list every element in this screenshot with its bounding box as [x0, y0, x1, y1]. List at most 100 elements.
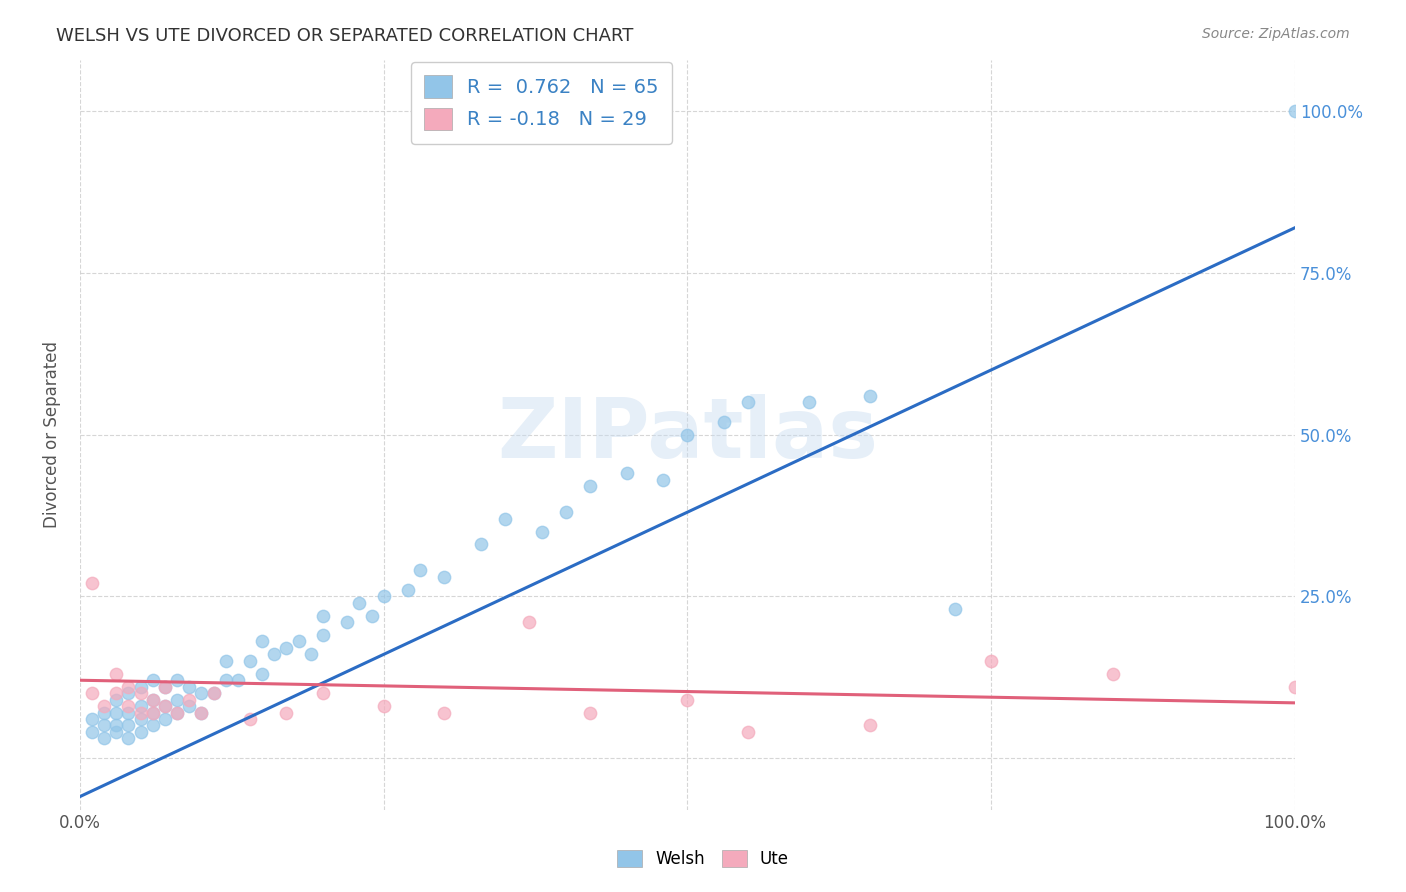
Point	[433, 570, 456, 584]
Point	[713, 415, 735, 429]
Point	[202, 686, 225, 700]
Legend: Welsh, Ute: Welsh, Ute	[610, 843, 796, 875]
Point	[179, 680, 201, 694]
Point	[129, 712, 152, 726]
Point	[312, 628, 335, 642]
Point	[287, 634, 309, 648]
Legend: R =  0.762   N = 65, R = -0.18   N = 29: R = 0.762 N = 65, R = -0.18 N = 29	[411, 62, 672, 144]
Point	[859, 718, 882, 732]
Point	[276, 706, 298, 720]
Text: Source: ZipAtlas.com: Source: ZipAtlas.com	[1202, 27, 1350, 41]
Point	[129, 706, 152, 720]
Point	[737, 395, 759, 409]
Point	[980, 654, 1002, 668]
Point	[652, 473, 675, 487]
Point	[859, 389, 882, 403]
Point	[250, 634, 273, 648]
Point	[80, 686, 103, 700]
Point	[215, 673, 238, 688]
Point	[105, 718, 128, 732]
Point	[299, 648, 322, 662]
Point	[80, 725, 103, 739]
Point	[579, 706, 602, 720]
Point	[179, 699, 201, 714]
Point	[494, 511, 516, 525]
Point	[433, 706, 456, 720]
Point	[166, 673, 188, 688]
Point	[93, 718, 115, 732]
Point	[80, 712, 103, 726]
Point	[166, 692, 188, 706]
Point	[616, 467, 638, 481]
Point	[579, 479, 602, 493]
Y-axis label: Divorced or Separated: Divorced or Separated	[44, 341, 60, 528]
Point	[117, 706, 139, 720]
Point	[142, 706, 165, 720]
Point	[797, 395, 820, 409]
Point	[943, 602, 966, 616]
Point	[153, 680, 176, 694]
Point	[409, 563, 432, 577]
Point	[190, 706, 212, 720]
Point	[470, 537, 492, 551]
Point	[1284, 104, 1306, 119]
Point	[153, 699, 176, 714]
Point	[166, 706, 188, 720]
Point	[1101, 666, 1123, 681]
Point	[215, 654, 238, 668]
Point	[190, 686, 212, 700]
Text: WELSH VS UTE DIVORCED OR SEPARATED CORRELATION CHART: WELSH VS UTE DIVORCED OR SEPARATED CORRE…	[56, 27, 634, 45]
Point	[312, 686, 335, 700]
Point	[555, 505, 578, 519]
Point	[349, 596, 371, 610]
Text: ZIPatlas: ZIPatlas	[496, 394, 877, 475]
Point	[166, 706, 188, 720]
Point	[80, 576, 103, 591]
Point	[142, 673, 165, 688]
Point	[129, 686, 152, 700]
Point	[153, 680, 176, 694]
Point	[336, 615, 359, 629]
Point	[239, 712, 262, 726]
Point	[105, 686, 128, 700]
Point	[117, 680, 139, 694]
Point	[179, 692, 201, 706]
Point	[142, 706, 165, 720]
Point	[250, 666, 273, 681]
Point	[396, 582, 419, 597]
Point	[129, 699, 152, 714]
Point	[142, 692, 165, 706]
Point	[93, 699, 115, 714]
Point	[676, 692, 699, 706]
Point	[105, 706, 128, 720]
Point	[93, 706, 115, 720]
Point	[1284, 680, 1306, 694]
Point	[117, 699, 139, 714]
Point	[239, 654, 262, 668]
Point	[190, 706, 212, 720]
Point	[105, 725, 128, 739]
Point	[129, 680, 152, 694]
Point	[737, 725, 759, 739]
Point	[105, 666, 128, 681]
Point	[117, 686, 139, 700]
Point	[105, 692, 128, 706]
Point	[202, 686, 225, 700]
Point	[153, 699, 176, 714]
Point	[373, 589, 395, 603]
Point	[276, 640, 298, 655]
Point	[142, 718, 165, 732]
Point	[373, 699, 395, 714]
Point	[263, 648, 285, 662]
Point	[226, 673, 249, 688]
Point	[129, 725, 152, 739]
Point	[360, 608, 382, 623]
Point	[530, 524, 553, 539]
Point	[519, 615, 541, 629]
Point	[117, 718, 139, 732]
Point	[676, 427, 699, 442]
Point	[93, 731, 115, 746]
Point	[117, 731, 139, 746]
Point	[142, 692, 165, 706]
Point	[312, 608, 335, 623]
